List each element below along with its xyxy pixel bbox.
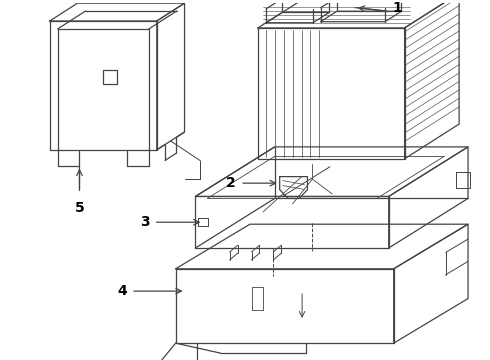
Text: 5: 5 bbox=[74, 201, 84, 215]
Text: 2: 2 bbox=[226, 176, 236, 190]
Text: 1: 1 bbox=[392, 1, 402, 15]
Text: 3: 3 bbox=[140, 215, 150, 229]
Text: 4: 4 bbox=[117, 284, 127, 298]
